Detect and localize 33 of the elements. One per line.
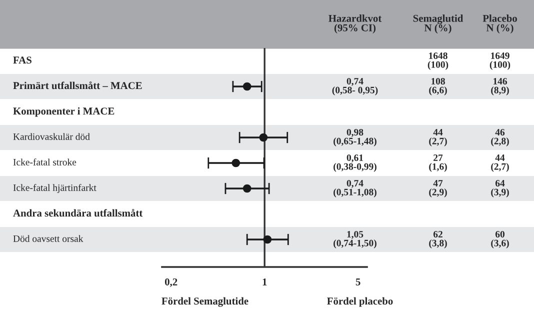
y-tick-label: Komponenter i MACE bbox=[13, 107, 114, 117]
text: 44 (2,7) bbox=[491, 154, 509, 172]
text: 108 (6,6) bbox=[429, 78, 447, 96]
x-tick-label: 1 bbox=[262, 278, 267, 286]
y-tick-label: Primärt utfallsmått – MACE bbox=[13, 81, 142, 90]
y-tick-label: Död oavsett orsak bbox=[13, 235, 84, 242]
annotation: 0,61 (0,38-0,99) bbox=[334, 154, 376, 172]
annotation: 0,98 (0,65-1,48) bbox=[334, 128, 376, 146]
text: 60 (3,6) bbox=[491, 230, 509, 248]
y-tick-label: Andra sekundära utfallsmått bbox=[13, 208, 143, 217]
y-tick-label: Kardiovaskulär död bbox=[13, 133, 90, 140]
text: Placebo N (%) bbox=[482, 14, 517, 34]
text: Fördel Semaglutide bbox=[162, 297, 248, 307]
text: 146 (8,9) bbox=[491, 78, 509, 96]
text: Hazardkvot (95% CI) bbox=[328, 14, 382, 34]
text: 44 (2,7) bbox=[429, 129, 447, 146]
x-tick-label: 5 bbox=[356, 278, 360, 286]
text: 27 (1,6) bbox=[429, 154, 447, 172]
x-tick-label: 0,2 bbox=[164, 278, 178, 287]
annotation: 1,05 (0,74-1,50) bbox=[334, 230, 376, 248]
y-tick-label: Icke-fatal stroke bbox=[13, 158, 76, 166]
annotation: 0,74 (0,51-1,08) bbox=[334, 180, 376, 198]
text: Fördel placebo bbox=[327, 297, 393, 307]
y-tick-label: FAS bbox=[13, 56, 32, 64]
text: Semaglutid N (%) bbox=[413, 14, 464, 34]
text: 62 (3,8) bbox=[429, 230, 447, 248]
text: 47 (2,9) bbox=[429, 180, 447, 198]
annotation: 0,74 (0,58- 0,95) bbox=[332, 78, 378, 96]
text: 1649 (100) bbox=[490, 52, 510, 70]
y-tick-label: Icke-fatal hjärtinfarkt bbox=[13, 184, 96, 193]
text: 64 (3,9) bbox=[491, 180, 509, 198]
text: 46 (2,8) bbox=[491, 128, 509, 146]
text: 1648 (100) bbox=[428, 52, 448, 70]
